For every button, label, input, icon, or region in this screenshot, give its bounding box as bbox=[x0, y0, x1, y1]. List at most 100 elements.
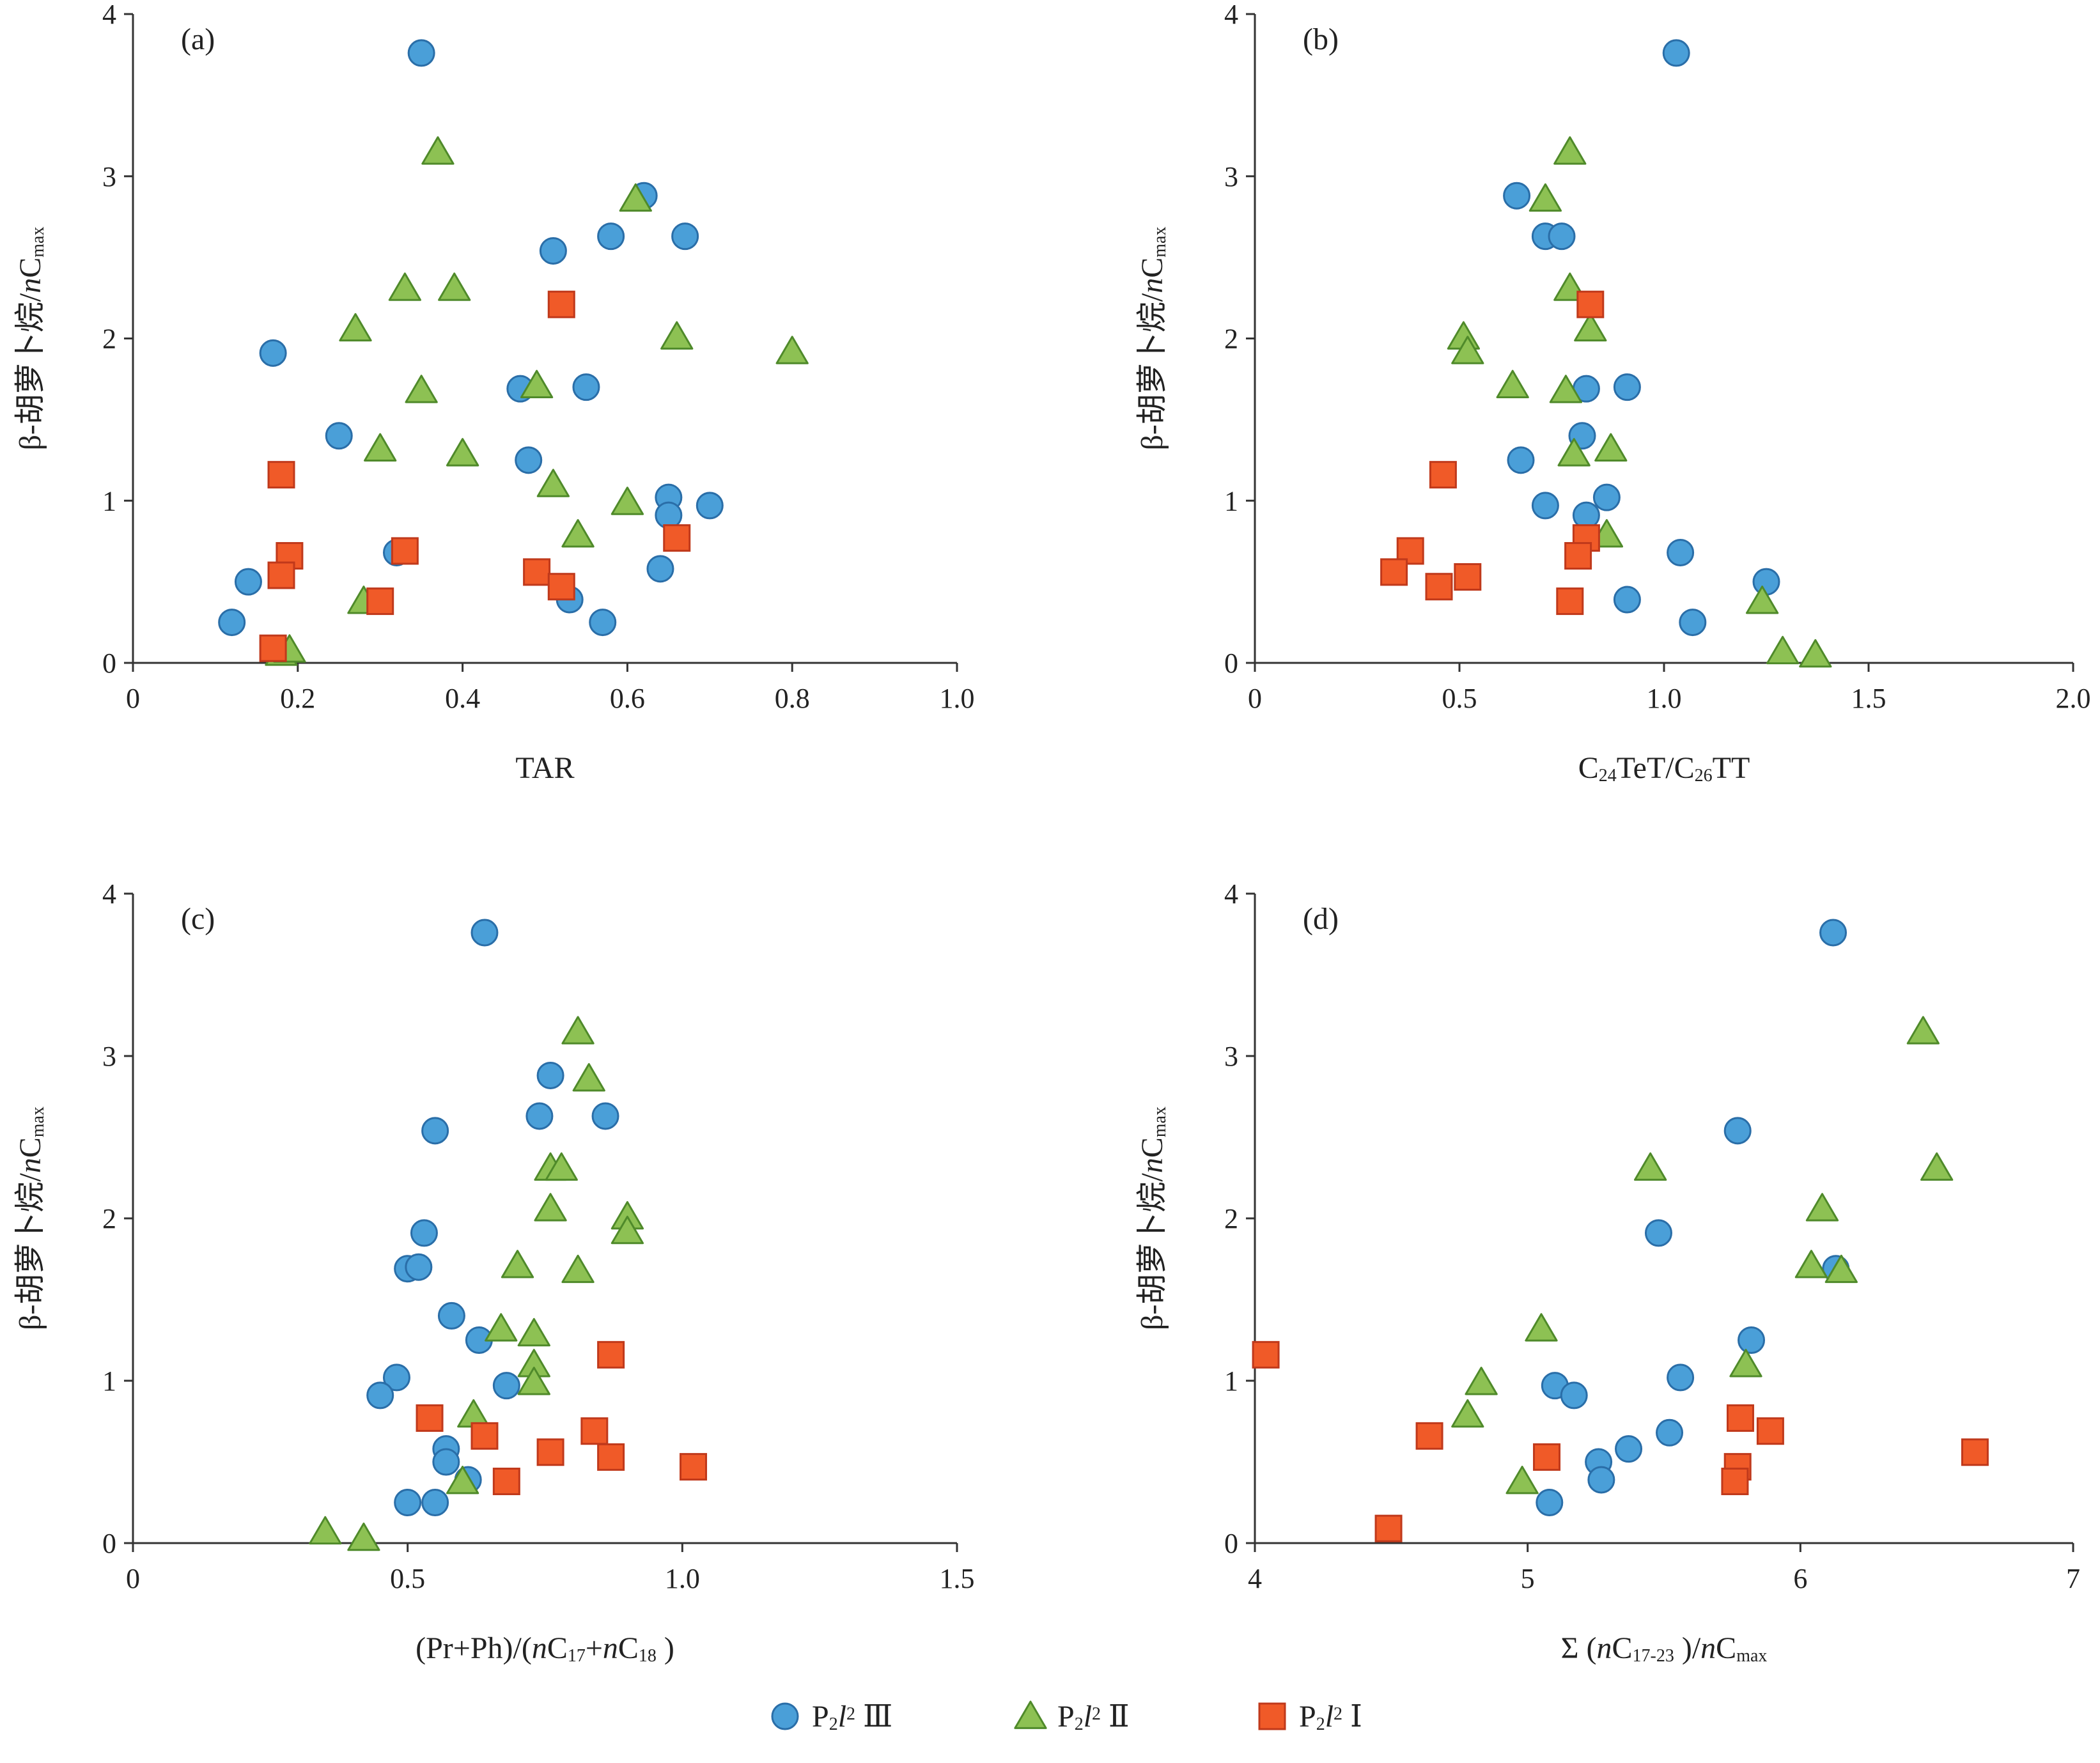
data-point-p1 bbox=[580, 1417, 609, 1445]
data-point-p2 bbox=[388, 272, 422, 301]
data-point-p2 bbox=[1505, 1465, 1539, 1495]
data-point-p2 bbox=[1528, 183, 1562, 212]
data-point-p1 bbox=[492, 1467, 520, 1495]
y-tick-label: 4 bbox=[102, 0, 116, 30]
legend-roman: Ⅰ bbox=[1342, 1700, 1362, 1734]
legend-roman: Ⅱ bbox=[1101, 1700, 1130, 1734]
data-point-p2 bbox=[1594, 433, 1628, 462]
label-part: )/ bbox=[1674, 1631, 1701, 1665]
data-point-p3 bbox=[1548, 222, 1576, 251]
data-point-p1 bbox=[1564, 542, 1592, 570]
y-axis-title: β-胡萝卜烷/nCmax bbox=[1135, 227, 1170, 451]
data-point-p2 bbox=[517, 1367, 550, 1395]
y-tick-label: 3 bbox=[1224, 1041, 1238, 1072]
data-point-p2 bbox=[1906, 1016, 1940, 1045]
legend-sub: 2 bbox=[1075, 1714, 1084, 1734]
panel-label: (d) bbox=[1303, 902, 1339, 936]
data-point-p2 bbox=[660, 321, 694, 350]
label-part: β-胡萝卜烷/ bbox=[1135, 293, 1169, 450]
data-point-p3 bbox=[1644, 1219, 1672, 1247]
data-point-p1 bbox=[267, 461, 295, 489]
y-tick-label: 4 bbox=[1224, 878, 1238, 910]
label-part: C bbox=[1135, 258, 1169, 278]
label-part: Σ ( bbox=[1561, 1631, 1597, 1665]
data-point-p2 bbox=[534, 1193, 567, 1222]
legend-item-p2: P2l2 Ⅱ bbox=[1014, 1700, 1130, 1734]
data-point-p2 bbox=[1729, 1349, 1762, 1378]
data-point-p1 bbox=[1374, 1514, 1403, 1542]
label-part: ) bbox=[657, 1631, 674, 1665]
legend-marker-p2 bbox=[1014, 1700, 1047, 1729]
data-point-p1 bbox=[597, 1340, 625, 1369]
data-point-p1 bbox=[1556, 587, 1584, 616]
data-point-p3 bbox=[1587, 1466, 1615, 1494]
data-point-p2 bbox=[1549, 375, 1583, 403]
data-point-p3 bbox=[366, 1381, 394, 1410]
data-point-p1 bbox=[680, 1453, 708, 1481]
y-axis-title: β-胡萝卜烷/nCmax bbox=[1135, 1107, 1170, 1330]
data-point-p1 bbox=[547, 573, 575, 601]
label-part: 17 bbox=[568, 1646, 586, 1666]
data-point-p1 bbox=[536, 1438, 564, 1466]
data-point-p1 bbox=[1533, 1443, 1561, 1471]
data-point-p2 bbox=[1805, 1193, 1839, 1222]
data-point-p2 bbox=[619, 183, 652, 212]
y-axis-title: β-胡萝卜烷/nCmax bbox=[13, 1107, 48, 1330]
label-part: 18 bbox=[639, 1646, 657, 1666]
label-part: (Pr+Ph)/( bbox=[416, 1631, 532, 1665]
x-tick-label: 4 bbox=[1248, 1563, 1262, 1594]
x-axis-title: C24TeT/C26TT bbox=[1578, 751, 1750, 786]
data-point-p2 bbox=[517, 1317, 550, 1347]
legend-label: P2l2 Ⅲ bbox=[812, 1700, 892, 1734]
label-part: n bbox=[603, 1631, 618, 1665]
y-tick-label: 3 bbox=[1224, 161, 1238, 192]
y-tick-label: 2 bbox=[1224, 1203, 1238, 1234]
data-point-p3 bbox=[1679, 609, 1707, 637]
x-tick-label: 2.0 bbox=[2056, 683, 2091, 714]
label-part: n bbox=[1135, 1158, 1169, 1173]
label-part: n bbox=[532, 1631, 547, 1665]
data-point-p3 bbox=[218, 609, 246, 637]
label-part: n bbox=[13, 278, 47, 293]
series-p2 bbox=[1447, 136, 1832, 668]
y-axis-title: β-胡萝卜烷/nCmax bbox=[13, 227, 48, 451]
y-tick-label: 2 bbox=[102, 1203, 116, 1234]
data-point-p3 bbox=[1560, 1381, 1588, 1410]
label-part: TeT/C bbox=[1617, 751, 1695, 785]
data-point-p1 bbox=[1756, 1417, 1784, 1445]
data-point-p2 bbox=[309, 1516, 342, 1545]
x-tick-label: 0.5 bbox=[390, 1563, 425, 1594]
data-point-p2 bbox=[501, 1250, 534, 1278]
label-part: C bbox=[13, 1137, 47, 1158]
data-point-p2 bbox=[347, 1522, 380, 1551]
x-tick-label: 0.4 bbox=[445, 683, 480, 714]
y-tick-label: 3 bbox=[102, 1041, 116, 1072]
series-p1 bbox=[416, 1340, 708, 1495]
data-point-p3 bbox=[1738, 1326, 1766, 1354]
label-part: TT bbox=[1713, 751, 1750, 785]
series-p1 bbox=[1380, 290, 1605, 616]
data-point-p3 bbox=[1531, 492, 1559, 520]
data-point-p3 bbox=[1572, 501, 1600, 529]
data-point-p3 bbox=[655, 501, 683, 529]
panel-label: (a) bbox=[181, 22, 215, 56]
data-point-p3 bbox=[525, 1102, 554, 1130]
label-part: max bbox=[28, 1107, 48, 1137]
data-point-p1 bbox=[1429, 461, 1457, 489]
data-point-p1 bbox=[663, 524, 691, 552]
label-part: β-胡萝卜烷/ bbox=[1135, 1173, 1169, 1330]
data-point-p2 bbox=[421, 136, 455, 165]
data-point-p2 bbox=[561, 1254, 595, 1284]
x-tick-label: 0.2 bbox=[280, 683, 315, 714]
legend-sub: 2 bbox=[1316, 1714, 1325, 1734]
x-axis-title: TAR bbox=[515, 751, 574, 785]
label-part: n bbox=[1135, 278, 1169, 293]
data-point-p2 bbox=[1465, 1367, 1498, 1395]
data-point-p3 bbox=[1667, 538, 1695, 566]
legend-sub: 2 bbox=[829, 1714, 838, 1734]
series-p2 bbox=[309, 1016, 644, 1551]
x-axis-title: (Pr+Ph)/(nC17+nC18 ) bbox=[416, 1631, 674, 1666]
x-tick-label: 6 bbox=[1793, 1563, 1807, 1594]
data-point-p2 bbox=[1824, 1254, 1858, 1284]
